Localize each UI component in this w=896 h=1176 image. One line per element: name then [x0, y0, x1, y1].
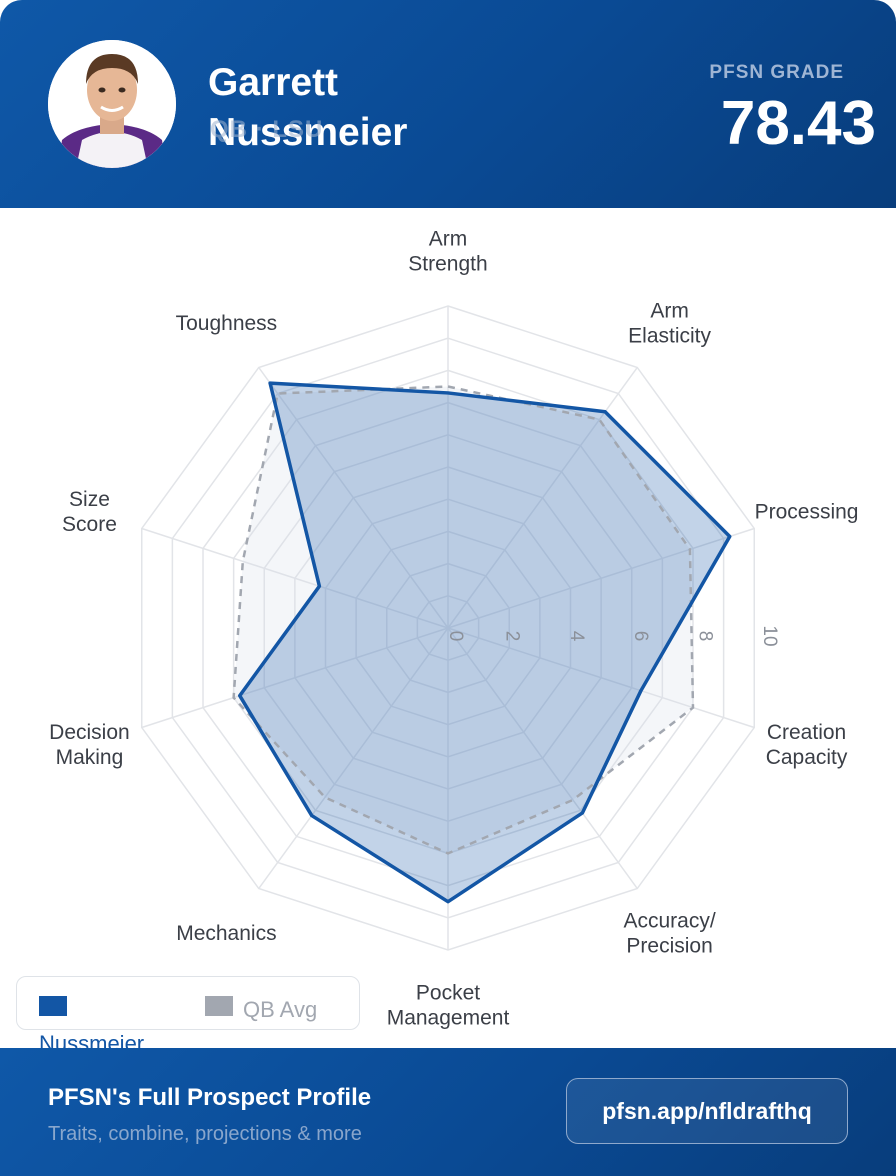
header: Garrett Nussmeier QB · LSU PFSN GRADE 78… [0, 0, 896, 208]
axis-label-6: Mechanics [176, 922, 276, 945]
spoke-9 [258, 367, 449, 629]
footer-subtitle: Traits, combine, projections & more [48, 1123, 362, 1145]
axis-label-5: Pocket Management [387, 982, 510, 1030]
grade-value: 78.43 [720, 89, 876, 158]
player-position-team: QB · LSU [210, 116, 324, 143]
series-area-avg [233, 386, 693, 854]
series-line-player [238, 381, 732, 904]
legend-swatch-avg [205, 996, 233, 1016]
axis-label-8: Size Score [62, 488, 117, 536]
radial-tick-label-0: 0 [445, 631, 466, 642]
series-line-avg [232, 385, 695, 855]
axis-label-7: Decision Making [49, 721, 130, 769]
radial-tick-label-10: 10 [759, 625, 780, 646]
series-area-player [239, 383, 730, 902]
spoke-4 [447, 627, 638, 889]
player-name: Garrett Nussmeier [208, 61, 408, 154]
player-photo-icon [48, 40, 176, 168]
axis-label-9: Toughness [176, 312, 278, 335]
draft-hq-link[interactable]: pfsn.app/nfldrafthq [566, 1078, 848, 1144]
spoke-8 [141, 527, 449, 629]
axis-label-1: Arm Elasticity [628, 300, 711, 348]
legend-label-avg: QB Avg [243, 997, 318, 1022]
footer: PFSN's Full Prospect Profile Traits, com… [0, 1048, 896, 1176]
spoke-6 [258, 627, 449, 889]
radial-tick-label-6: 6 [630, 631, 651, 642]
radial-tick-label-2: 2 [501, 631, 522, 642]
grade-label: PFSN GRADE [709, 62, 844, 83]
spoke-2 [447, 527, 755, 629]
legend: Nussmeier QB Avg [16, 976, 360, 1056]
legend-swatch-player [39, 996, 67, 1016]
spoke-3 [447, 627, 755, 729]
axis-label-2: Processing [755, 501, 859, 524]
spoke-7 [141, 627, 449, 729]
axis-label-4: Accuracy/Precision [623, 909, 715, 957]
radar-chart: 0 2 4 6 8 10 Arm Strength Arm Elasticity Processin… [49, 228, 859, 1030]
axis-label-0: Arm Strength [408, 228, 487, 276]
radial-tick-label-4: 4 [566, 631, 587, 642]
player-avatar [48, 40, 176, 168]
footer-title: PFSN's Full Prospect Profile [48, 1084, 372, 1111]
radial-tick-label-8: 8 [695, 631, 716, 642]
axis-label-3: Creation Capacity [766, 721, 848, 769]
